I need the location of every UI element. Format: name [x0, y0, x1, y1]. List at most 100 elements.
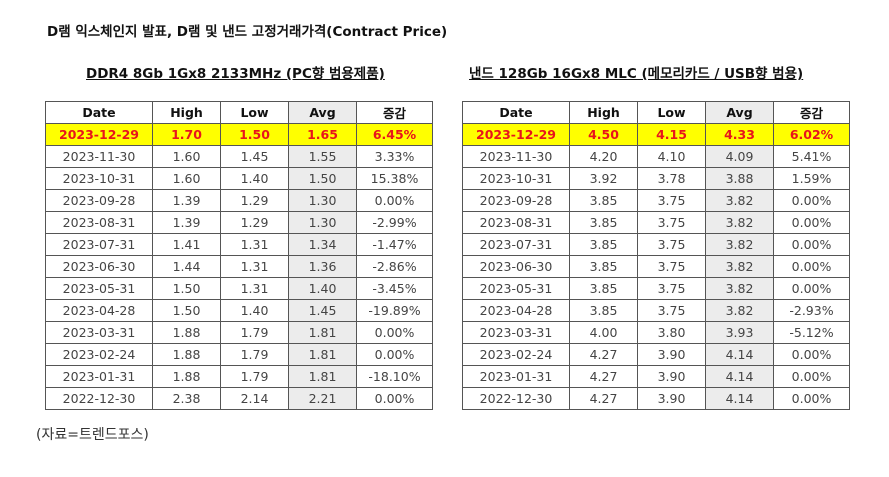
cell-date: 2023-07-31 — [462, 233, 570, 256]
cell-low: 3.75 — [637, 233, 706, 256]
table-row: 2023-11-30 1.60 1.45 1.55 3.33% — [45, 145, 433, 168]
cell-date: 2023-01-31 — [462, 365, 570, 388]
table-row: 2023-09-28 3.85 3.75 3.82 0.00% — [462, 189, 850, 212]
cell-high: 3.85 — [569, 211, 638, 234]
cell-change: 15.38% — [356, 167, 433, 190]
cell-low: 1.31 — [220, 233, 289, 256]
cell-date: 2023-08-31 — [462, 211, 570, 234]
cell-avg: 3.82 — [705, 255, 774, 278]
cell-avg: 4.14 — [705, 343, 774, 366]
cell-high: 3.85 — [569, 277, 638, 300]
cell-date: 2023-08-31 — [45, 211, 153, 234]
cell-date: 2023-09-28 — [45, 189, 153, 212]
cell-date: 2023-10-31 — [45, 167, 153, 190]
dram-price-table: Date High Low Avg 증감 2023-12-29 1.70 1.50 1.65 6… — [45, 101, 433, 410]
cell-high: 1.39 — [152, 189, 221, 212]
cell-high: 2.38 — [152, 387, 221, 410]
cell-date: 2023-06-30 — [45, 255, 153, 278]
cell-high: 4.00 — [569, 321, 638, 344]
cell-change: -19.89% — [356, 299, 433, 322]
cell-date: 2023-10-31 — [462, 167, 570, 190]
cell-low: 3.75 — [637, 299, 706, 322]
column-header-low: Low — [220, 101, 289, 124]
cell-change: -2.99% — [356, 211, 433, 234]
table-row: 2023-01-31 1.88 1.79 1.81 -18.10% — [45, 365, 433, 388]
table-row: 2023-07-31 3.85 3.75 3.82 0.00% — [462, 233, 850, 256]
table-row: 2022-12-30 2.38 2.14 2.21 0.00% — [45, 387, 433, 410]
cell-change: 3.33% — [356, 145, 433, 168]
cell-avg: 3.82 — [705, 299, 774, 322]
cell-change: 1.59% — [773, 167, 850, 190]
cell-high: 1.88 — [152, 343, 221, 366]
cell-high: 3.85 — [569, 299, 638, 322]
table-row: 2023-06-30 1.44 1.31 1.36 -2.86% — [45, 255, 433, 278]
cell-avg: 3.82 — [705, 277, 774, 300]
cell-date: 2023-11-30 — [462, 145, 570, 168]
table-row: 2023-09-28 1.39 1.29 1.30 0.00% — [45, 189, 433, 212]
cell-date: 2023-02-24 — [45, 343, 153, 366]
cell-date: 2022-12-30 — [462, 387, 570, 410]
cell-low: 3.75 — [637, 211, 706, 234]
cell-high: 1.60 — [152, 145, 221, 168]
cell-low: 1.31 — [220, 255, 289, 278]
cell-avg: 1.40 — [288, 277, 357, 300]
page-title: D램 익스체인지 발표, D램 및 낸드 고정거래가격(Contract Pri… — [47, 24, 448, 40]
cell-change: 0.00% — [773, 387, 850, 410]
cell-low: 1.29 — [220, 211, 289, 234]
cell-low: 3.90 — [637, 343, 706, 366]
cell-date: 2023-11-30 — [45, 145, 153, 168]
cell-change: 0.00% — [773, 189, 850, 212]
table-row: 2023-11-30 4.20 4.10 4.09 5.41% — [462, 145, 850, 168]
cell-high: 1.39 — [152, 211, 221, 234]
cell-high: 4.50 — [569, 123, 638, 146]
cell-low: 1.40 — [220, 167, 289, 190]
cell-low: 3.75 — [637, 277, 706, 300]
cell-high: 1.50 — [152, 299, 221, 322]
table-row: 2023-03-31 1.88 1.79 1.81 0.00% — [45, 321, 433, 344]
cell-avg: 1.81 — [288, 343, 357, 366]
cell-low: 3.75 — [637, 189, 706, 212]
cell-avg: 1.45 — [288, 299, 357, 322]
cell-date: 2023-04-28 — [462, 299, 570, 322]
cell-date: 2023-02-24 — [462, 343, 570, 366]
cell-avg: 3.93 — [705, 321, 774, 344]
cell-high: 1.41 — [152, 233, 221, 256]
cell-high: 1.50 — [152, 277, 221, 300]
table-row: 2023-10-31 3.92 3.78 3.88 1.59% — [462, 167, 850, 190]
cell-change: 0.00% — [773, 277, 850, 300]
cell-change: -5.12% — [773, 321, 850, 344]
cell-low: 3.78 — [637, 167, 706, 190]
column-header-low: Low — [637, 101, 706, 124]
column-header-date: Date — [462, 101, 570, 124]
cell-high: 4.27 — [569, 387, 638, 410]
cell-change: -18.10% — [356, 365, 433, 388]
cell-avg: 3.82 — [705, 233, 774, 256]
cell-date: 2023-05-31 — [45, 277, 153, 300]
cell-low: 1.50 — [220, 123, 289, 146]
table-row: 2023-08-31 1.39 1.29 1.30 -2.99% — [45, 211, 433, 234]
cell-high: 4.27 — [569, 365, 638, 388]
cell-low: 1.40 — [220, 299, 289, 322]
cell-avg: 1.81 — [288, 321, 357, 344]
cell-change: 0.00% — [773, 343, 850, 366]
table-row: 2023-01-31 4.27 3.90 4.14 0.00% — [462, 365, 850, 388]
cell-date: 2023-12-29 — [45, 123, 153, 146]
dram-table-title: DDR4 8Gb 1Gx8 2133MHz (PC향 범용제품) — [86, 66, 385, 82]
cell-change: 0.00% — [773, 211, 850, 234]
cell-date: 2023-09-28 — [462, 189, 570, 212]
cell-avg: 3.82 — [705, 189, 774, 212]
table-row: 2023-08-31 3.85 3.75 3.82 0.00% — [462, 211, 850, 234]
table-row: 2023-05-31 1.50 1.31 1.40 -3.45% — [45, 277, 433, 300]
cell-low: 1.79 — [220, 321, 289, 344]
cell-date: 2023-07-31 — [45, 233, 153, 256]
cell-avg: 4.14 — [705, 365, 774, 388]
cell-change: 5.41% — [773, 145, 850, 168]
cell-high: 4.20 — [569, 145, 638, 168]
cell-high: 1.60 — [152, 167, 221, 190]
cell-high: 1.88 — [152, 365, 221, 388]
cell-change: -2.93% — [773, 299, 850, 322]
table-row: 2023-10-31 1.60 1.40 1.50 15.38% — [45, 167, 433, 190]
cell-high: 1.44 — [152, 255, 221, 278]
cell-change: -3.45% — [356, 277, 433, 300]
highlighted-table-row: 2023-12-29 4.50 4.15 4.33 6.02% — [462, 123, 850, 146]
